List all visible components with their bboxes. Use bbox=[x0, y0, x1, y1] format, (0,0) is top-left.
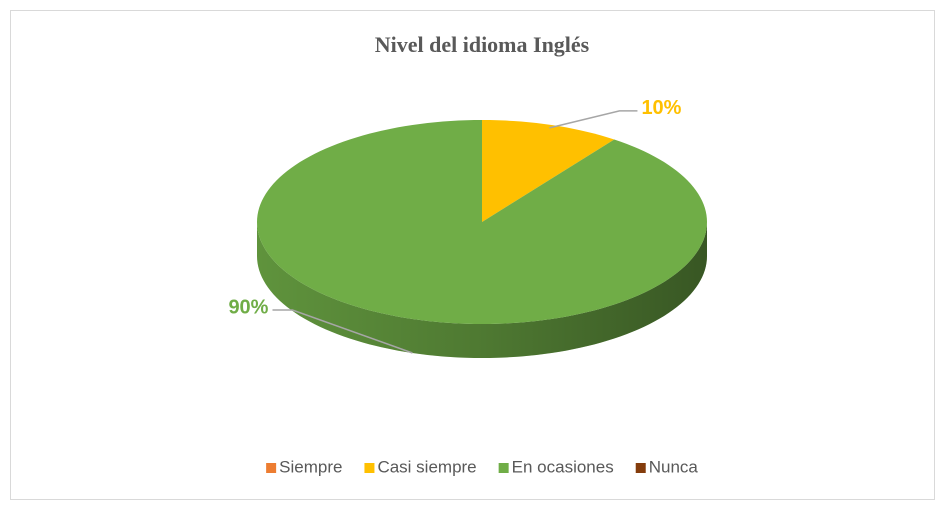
legend-swatch bbox=[266, 463, 277, 473]
legend: Siempre Casi siempre En ocasiones Nunca bbox=[266, 457, 698, 476]
data-label: 90% bbox=[228, 296, 268, 318]
legend-swatch bbox=[498, 463, 509, 473]
legend-label: Nunca bbox=[649, 457, 699, 476]
data-label: 10% bbox=[641, 97, 681, 119]
chart-title: Nivel del idioma Inglés bbox=[375, 32, 590, 57]
legend-label: Siempre bbox=[279, 457, 342, 476]
pie-slice bbox=[482, 120, 615, 222]
pie-side-shade bbox=[257, 222, 707, 358]
legend-label: Casi siempre bbox=[377, 457, 476, 476]
legend-swatch bbox=[364, 463, 375, 473]
legend-swatch bbox=[635, 463, 646, 473]
leader-line bbox=[549, 110, 638, 129]
legend-label: En ocasiones bbox=[512, 457, 614, 476]
pie-slice bbox=[257, 120, 707, 324]
leader-line bbox=[272, 309, 413, 354]
